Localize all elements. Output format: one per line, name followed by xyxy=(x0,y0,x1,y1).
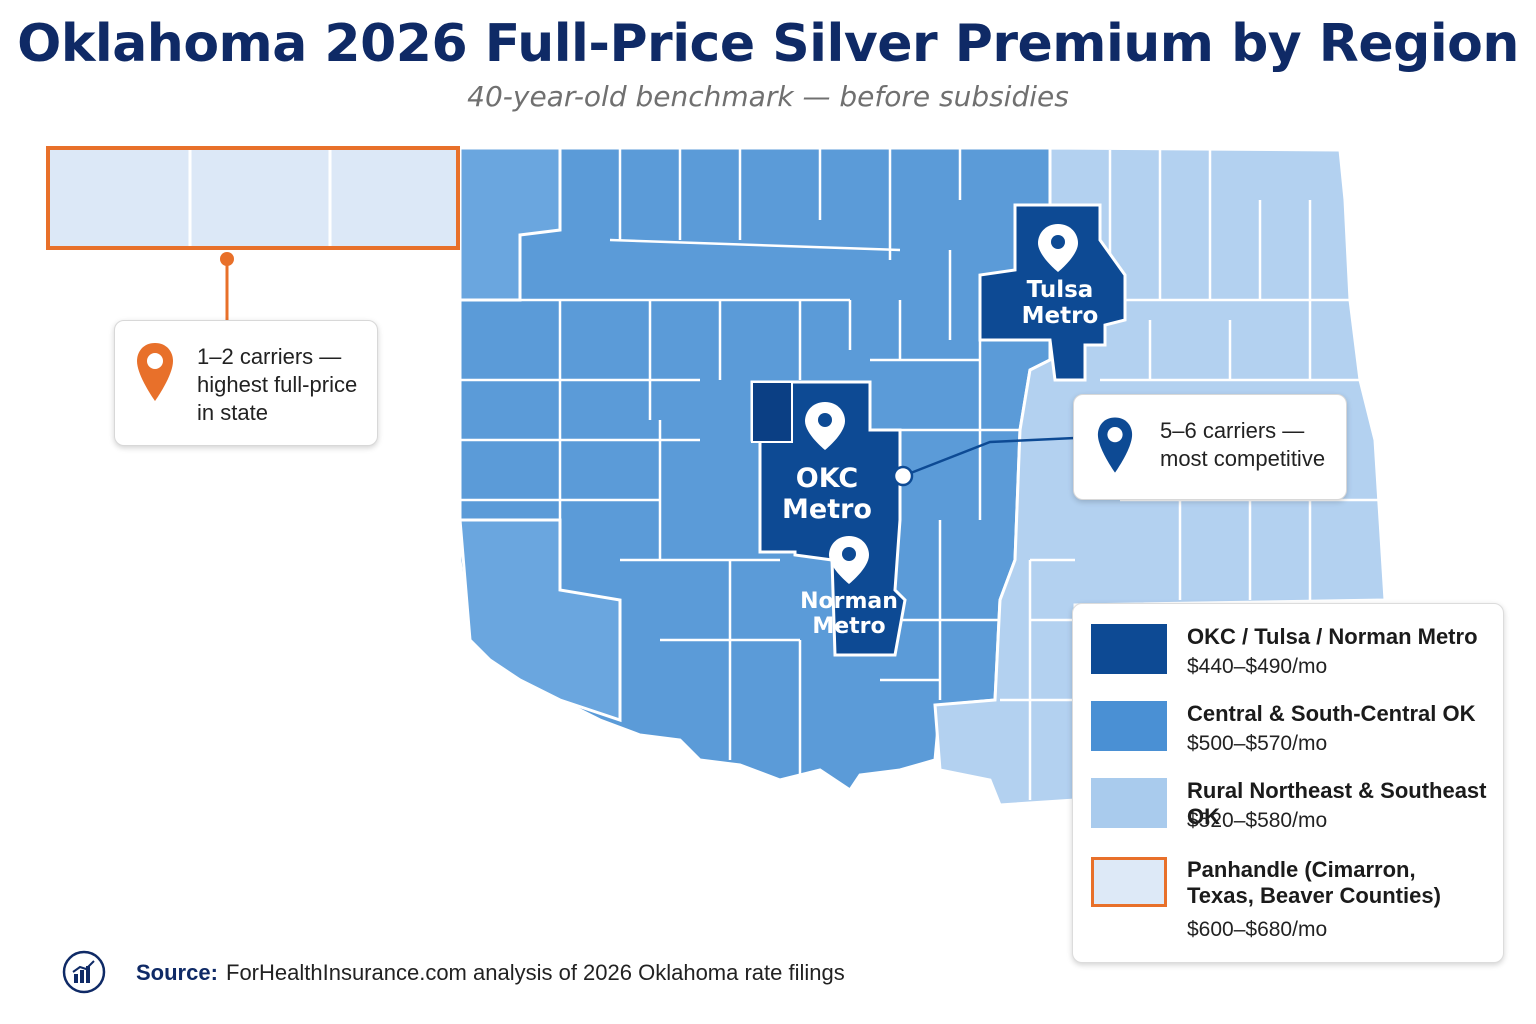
map-pin-icon xyxy=(805,402,845,450)
page-subtitle: 40-year-old benchmark — before subsidies xyxy=(467,80,1069,113)
region-southwest-light xyxy=(458,518,622,723)
legend-price: $600–$680/mo xyxy=(1187,918,1328,941)
legend-swatch xyxy=(1091,778,1167,828)
tulsa-label-line1: Tulsa xyxy=(1027,277,1094,303)
map-pin-icon xyxy=(137,343,173,401)
okc-label-line1: OKC xyxy=(796,463,858,494)
panhandle-connector xyxy=(220,252,234,320)
norman-label-line1: Norman xyxy=(800,589,898,614)
legend-swatch xyxy=(1091,701,1167,751)
okc-label-line2: Metro xyxy=(782,494,872,525)
map-pin-icon xyxy=(1038,224,1078,272)
metro-callout: 5–6 carriers — most competitive xyxy=(1073,394,1347,500)
county-lines-east xyxy=(1000,150,1380,800)
legend-label: Rural Northeast & Southeast OK xyxy=(1187,778,1487,829)
region-tulsa-metro xyxy=(978,203,1127,382)
legend-price: $520–$580/mo xyxy=(1187,809,1328,832)
legend-swatch xyxy=(1091,857,1167,907)
panhandle-callout: 1–2 carriers — highest full-price in sta… xyxy=(114,320,378,446)
legend-price: $500–$570/mo xyxy=(1187,732,1328,755)
region-panhandle xyxy=(46,146,460,250)
metro-connector xyxy=(892,436,1076,487)
legend-item-rural: Rural Northeast & Southeast OK $520–$580… xyxy=(1091,778,1491,838)
region-okc-metro xyxy=(750,380,907,657)
county-lines xyxy=(460,148,1020,780)
region-okc-county xyxy=(751,381,793,443)
norman-label-line2: Metro xyxy=(812,614,885,639)
legend-item-metro: OKC / Tulsa / Norman Metro $440–$490/mo xyxy=(1091,624,1491,684)
legend-item-central: Central & South-Central OK $500–$570/mo xyxy=(1091,701,1491,761)
legend-price: $440–$490/mo xyxy=(1187,655,1328,678)
source-label: Source: xyxy=(136,960,218,985)
map-pin-icon xyxy=(1097,417,1133,473)
legend-item-panhandle: Panhandle (Cimarron, Texas, Beaver Count… xyxy=(1091,857,1491,947)
legend-label: OKC / Tulsa / Norman Metro xyxy=(1187,624,1478,649)
legend-label: Central & South-Central OK xyxy=(1187,701,1476,726)
map-pin-icon xyxy=(829,536,869,584)
tulsa-label-line2: Metro xyxy=(1022,303,1099,329)
legend-label: Panhandle (Cimarron, Texas, Beaver Count… xyxy=(1187,857,1441,908)
metro-callout-text: 5–6 carriers — most competitive xyxy=(1160,418,1326,471)
chart-icon xyxy=(62,950,106,994)
panhandle-callout-text: 1–2 carriers — highest full-price in sta… xyxy=(197,344,358,425)
legend-swatch xyxy=(1091,624,1167,674)
source-footer: Source: ForHealthInsurance.com analysis … xyxy=(62,950,962,994)
source-text: ForHealthInsurance.com analysis of 2026 … xyxy=(226,960,845,985)
page-title: Oklahoma 2026 Full-Price Silver Premium … xyxy=(17,14,1519,74)
legend: OKC / Tulsa / Norman Metro $440–$490/mo … xyxy=(1072,603,1504,963)
